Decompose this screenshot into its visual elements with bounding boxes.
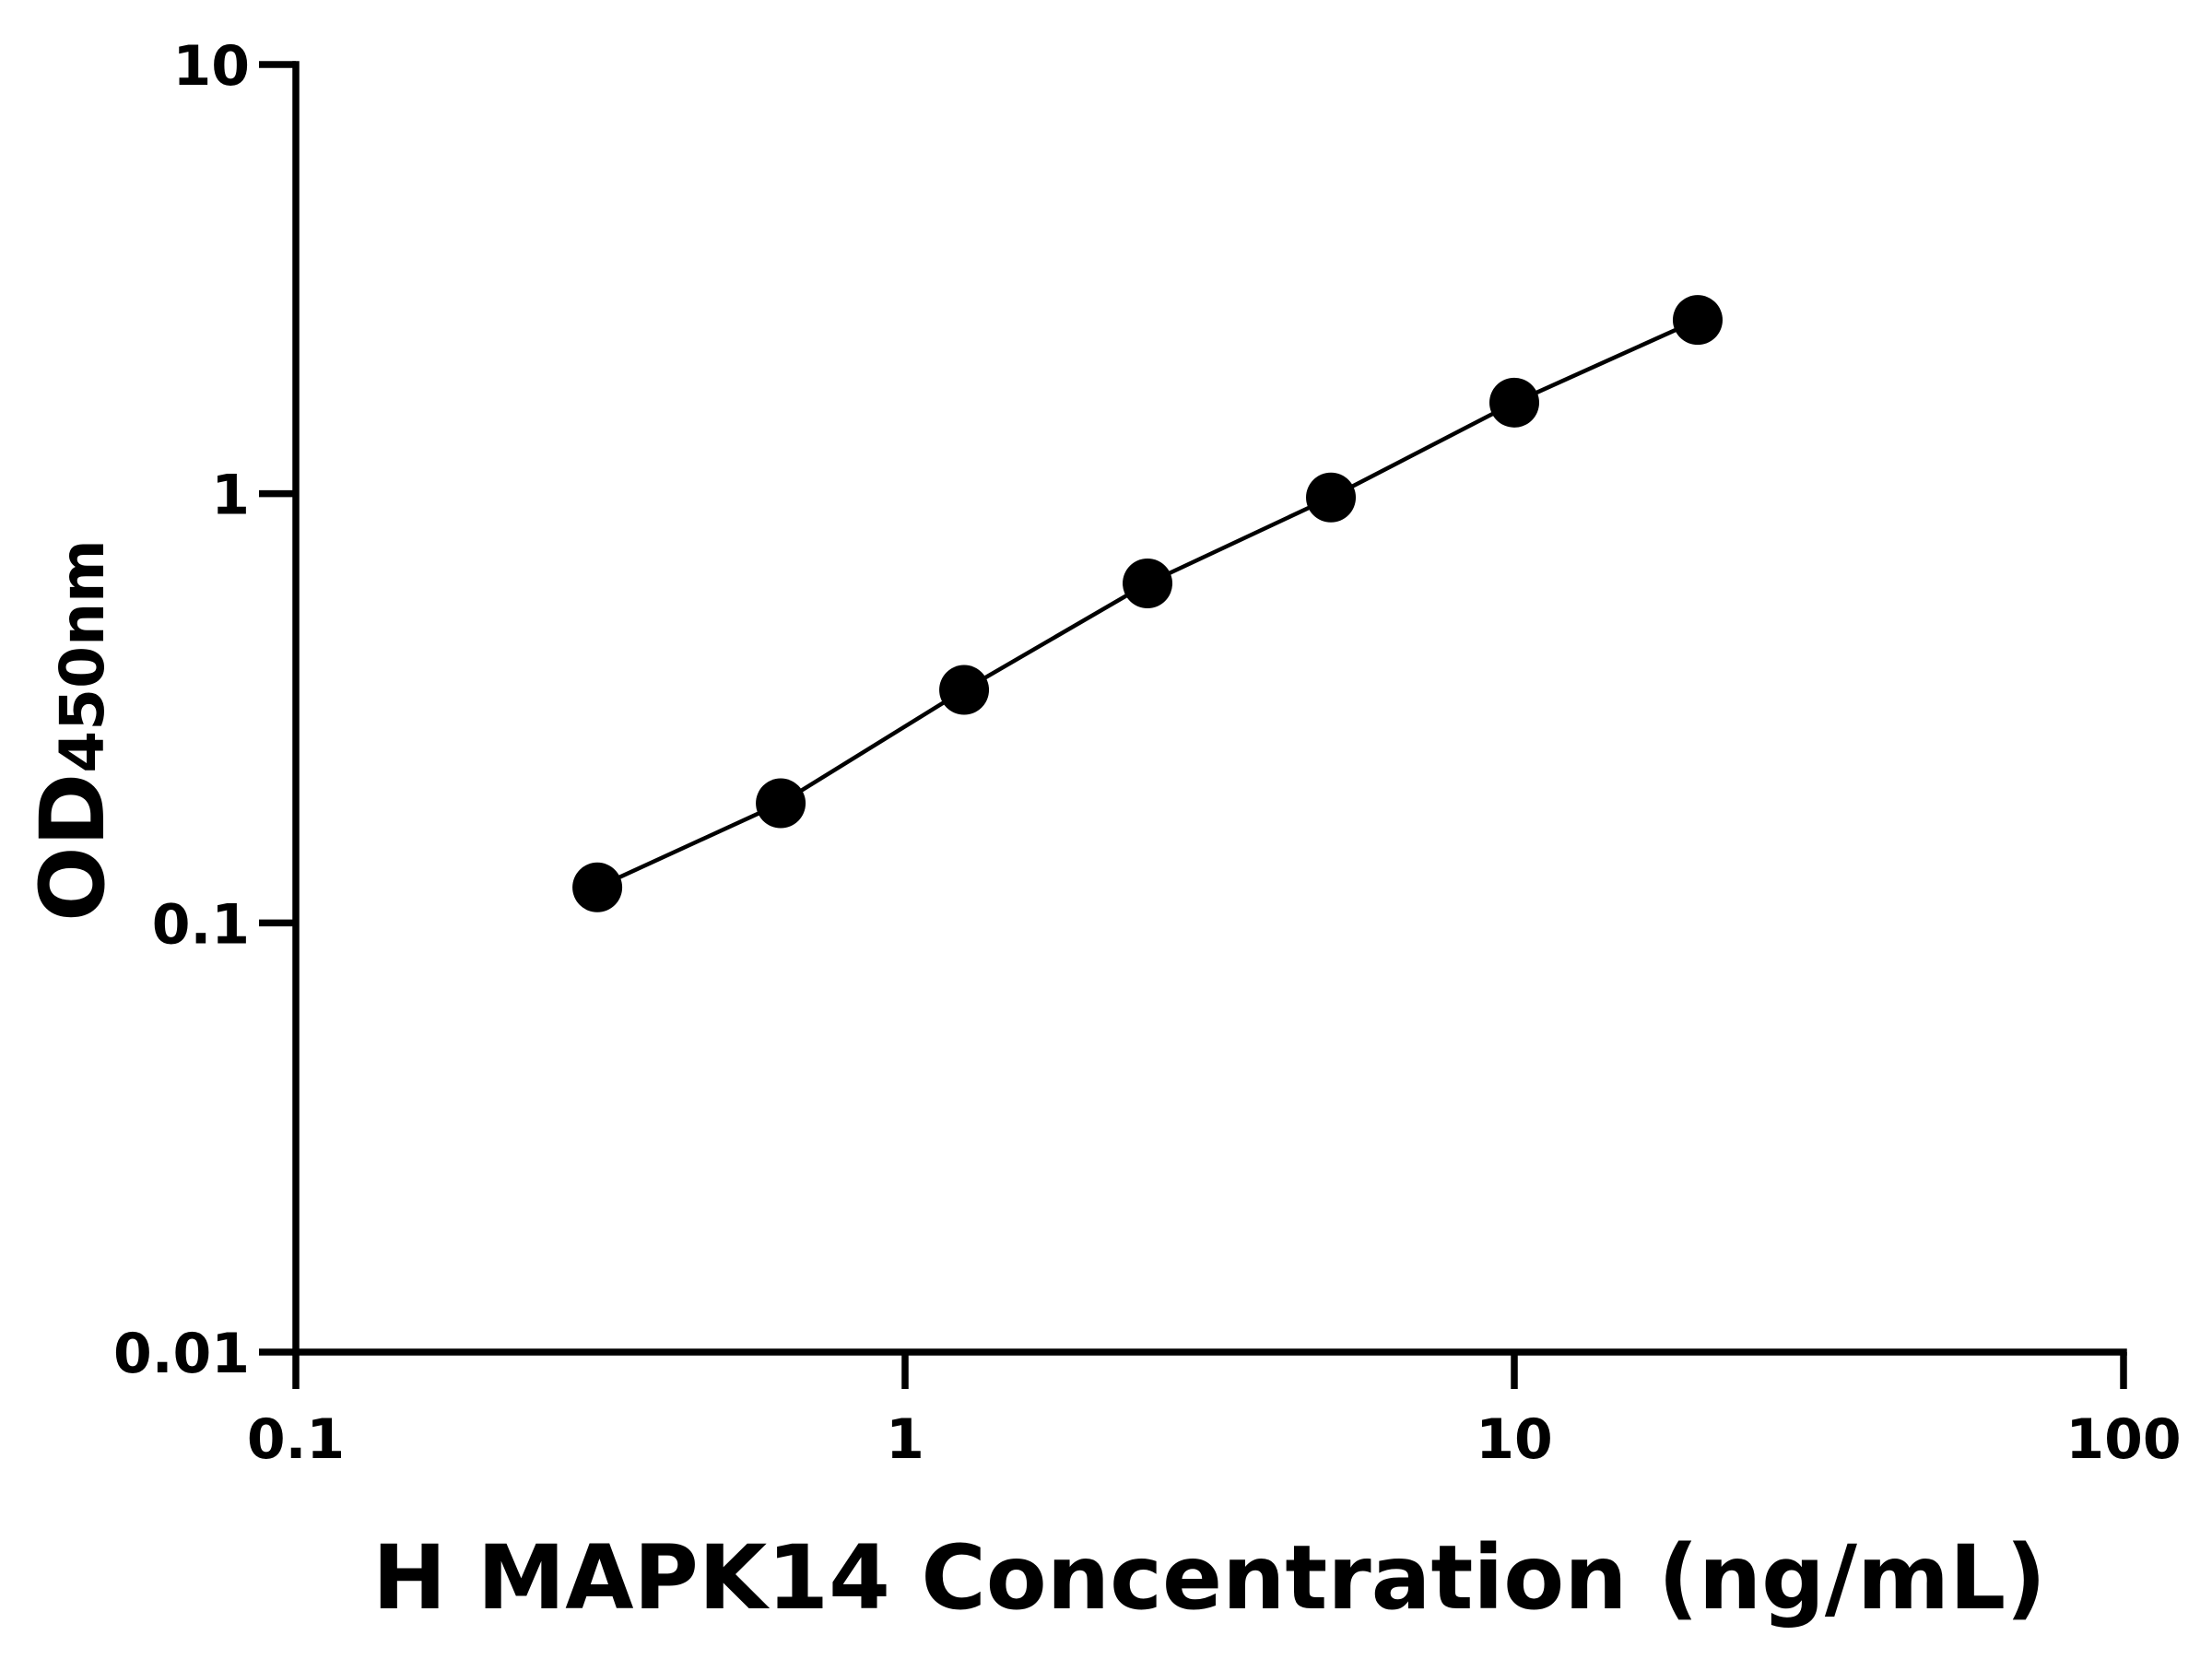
x-axis-label: H MAPK14 Concentration (ng/mL)	[372, 1526, 2046, 1630]
y-tick-label: 0.1	[152, 892, 250, 957]
data-point	[756, 778, 806, 829]
x-tick-label: 0.1	[247, 1407, 345, 1472]
y-tick-label: 10	[173, 34, 251, 99]
x-tick-label: 1	[886, 1407, 924, 1472]
y-axis-label: OD450nm	[21, 539, 124, 922]
y-axis-label-main: OD	[21, 773, 124, 922]
y-axis-label-sub: 450nm	[47, 539, 118, 773]
data-point	[572, 862, 623, 912]
x-tick-label: 10	[1476, 1407, 1553, 1472]
data-point	[939, 665, 990, 715]
data-point	[1489, 377, 1539, 428]
y-tick-label: 0.01	[113, 1322, 250, 1386]
data-point	[1123, 558, 1173, 608]
x-tick-label: 100	[2065, 1407, 2181, 1472]
y-tick-label: 1	[211, 464, 250, 528]
data-point	[1306, 472, 1357, 523]
data-point	[1672, 295, 1723, 346]
y-axis-label-group: OD450nm	[21, 539, 124, 922]
